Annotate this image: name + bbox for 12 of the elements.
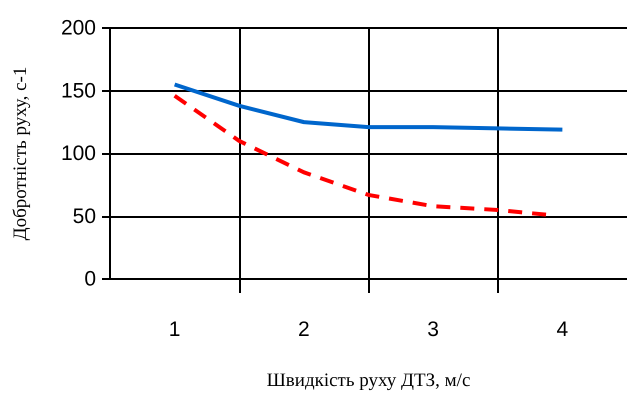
line-series [172, 82, 564, 132]
y-axis-title: Добротність руху, с-1 [10, 66, 31, 240]
x-tick-label: 1 [168, 318, 180, 341]
x-tick-label: 4 [556, 318, 569, 341]
y-tick-label: 0 [84, 268, 96, 290]
y-tick-label: 150 [60, 79, 96, 102]
x-tick-label: 3 [427, 318, 439, 341]
y-tick-label: 200 [60, 16, 96, 40]
x-tick-label: 2 [298, 318, 310, 341]
y-tick-label: 50 [72, 204, 96, 228]
y-tick-label: 100 [60, 142, 96, 165]
x-axis-title: Швидкість руху ДТЗ, м/с [266, 370, 470, 391]
